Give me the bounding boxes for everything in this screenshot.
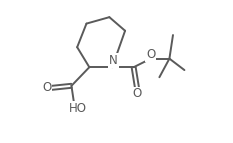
Text: O: O — [133, 88, 142, 100]
Text: O: O — [42, 82, 51, 94]
Text: O: O — [146, 48, 155, 61]
Text: HO: HO — [69, 102, 86, 115]
Text: N: N — [109, 54, 118, 67]
